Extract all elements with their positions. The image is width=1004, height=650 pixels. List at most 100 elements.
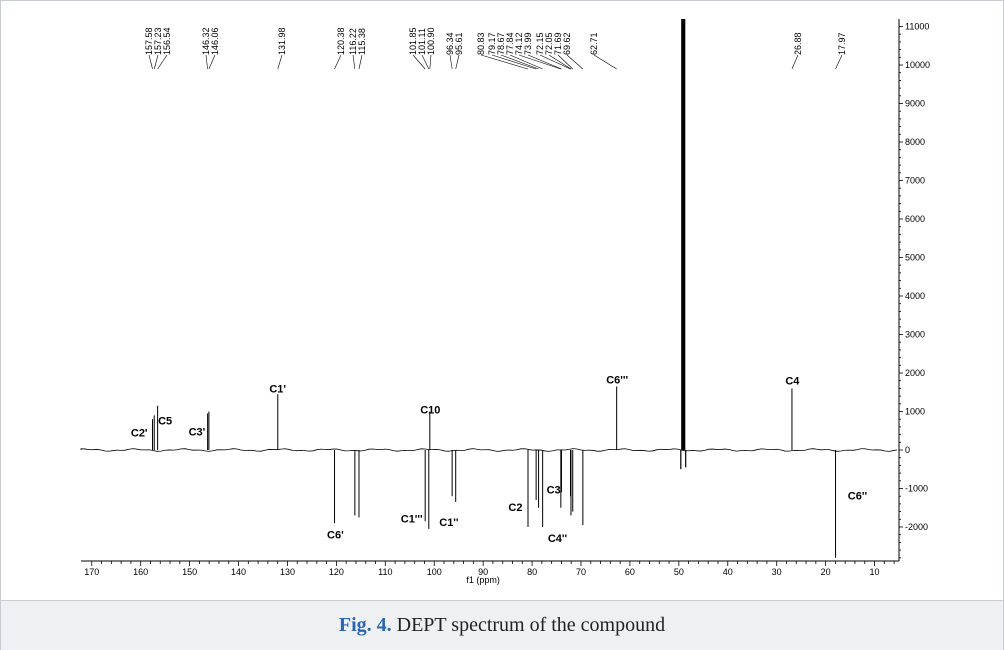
peak-label-leader <box>557 54 573 70</box>
carbon-assignment-label: C1' <box>269 383 286 395</box>
solvent-peak-band <box>681 19 685 450</box>
x-tick-label: 120 <box>329 567 344 577</box>
peak-label-leader <box>791 54 799 70</box>
x-tick-label: 50 <box>674 567 684 577</box>
caption-text: DEPT spectrum of the compound <box>391 614 666 636</box>
peak-label-leader <box>412 54 426 70</box>
peak-label: 72.15 <box>535 32 545 55</box>
x-tick-label: 20 <box>821 567 831 577</box>
peak-label-leader <box>157 54 168 70</box>
y-tick-label: 7000 <box>905 176 925 186</box>
peak-label: 80.83 <box>476 32 486 55</box>
carbon-assignment-label: C5 <box>158 416 172 428</box>
peak-label-leader <box>352 54 356 70</box>
peak-label: 101.85 <box>408 27 418 55</box>
peak-label: 96.34 <box>445 32 455 55</box>
carbon-assignment-label: C10 <box>420 404 440 416</box>
peak-label-leader <box>455 54 460 70</box>
carbon-assignment-label: C2 <box>508 502 522 514</box>
peak-label: 146.06 <box>210 27 220 55</box>
peak-label-leader <box>500 54 539 70</box>
peak-label-leader <box>518 54 561 70</box>
peak-label: 131.98 <box>277 27 287 55</box>
x-tick-label: 10 <box>870 567 880 577</box>
peak-label-leader <box>153 54 159 70</box>
peak-label-leader <box>593 54 617 70</box>
carbon-assignment-label: C4 <box>785 376 800 388</box>
carbon-assignment-label: C1''' <box>401 513 423 525</box>
peak-label-leader <box>208 54 216 70</box>
y-tick-label: 3000 <box>905 330 925 340</box>
y-tick-label: 8000 <box>905 137 925 147</box>
carbon-assignment-label: C6' <box>327 530 344 542</box>
peak-label-leader <box>491 54 537 70</box>
peak-label-leader <box>539 54 571 70</box>
y-tick-label: -1000 <box>905 484 928 494</box>
carbon-assignment-label: C3' <box>189 426 206 438</box>
figure-label: Fig. 4. <box>338 614 392 636</box>
carbon-assignment-label: C3 <box>547 485 561 497</box>
peak-label: 79.17 <box>487 32 497 55</box>
peak-label: 17.97 <box>837 32 847 55</box>
peak-label-leader <box>334 54 342 70</box>
x-axis-label: f1 (ppm) <box>466 575 500 585</box>
peak-label-leader <box>548 54 572 70</box>
peak-label-leader <box>277 54 283 70</box>
peak-label: 78.67 <box>496 32 506 55</box>
x-tick-label: 70 <box>576 567 586 577</box>
peak-label: 115.38 <box>357 28 367 55</box>
peak-label-leader <box>835 54 843 70</box>
y-tick-label: 5000 <box>905 253 925 263</box>
y-tick-label: 0 <box>905 445 910 455</box>
x-tick-label: 150 <box>182 567 197 577</box>
figure-caption: Fig. 4. DEPT spectrum of the compound <box>339 614 665 637</box>
y-tick-label: 1000 <box>905 407 925 417</box>
x-tick-label: 170 <box>84 567 99 577</box>
x-tick-label: 40 <box>723 567 733 577</box>
peak-label: 100.90 <box>426 27 436 55</box>
peak-label-leader <box>358 54 363 70</box>
x-tick-label: 130 <box>280 567 295 577</box>
carbon-assignment-label: C6'' <box>848 490 868 502</box>
peak-label-leader <box>509 54 543 70</box>
peak-label-leader <box>429 54 432 70</box>
peak-label: 116.22 <box>348 28 358 55</box>
peak-label: 157.23 <box>153 27 163 55</box>
peak-label: 157.58 <box>144 27 154 55</box>
peak-label: 146.32 <box>201 27 211 55</box>
peak-label-leader <box>148 54 153 70</box>
peak-label-leader <box>527 54 562 70</box>
x-tick-label: 60 <box>625 567 635 577</box>
x-tick-label: 90 <box>478 567 488 577</box>
x-tick-label: 110 <box>378 567 392 577</box>
peak-label: 69.62 <box>562 32 572 55</box>
peak-label: 71.69 <box>553 32 563 55</box>
y-tick-label: 11000 <box>905 22 929 32</box>
peak-label: 62.71 <box>589 32 599 55</box>
peak-label: 77.84 <box>505 32 515 55</box>
peak-label-leader <box>421 54 430 70</box>
peak-label: 73.99 <box>523 32 533 55</box>
y-tick-label: 10000 <box>905 60 930 70</box>
carbon-assignment-label: C2' <box>131 428 148 440</box>
y-tick-label: -2000 <box>905 522 928 532</box>
peak-label-leader <box>566 54 584 70</box>
y-tick-label: 9000 <box>905 99 925 109</box>
peak-label: 74.12 <box>514 32 524 55</box>
x-tick-label: 100 <box>427 567 442 577</box>
carbon-assignment-label: C4'' <box>548 533 568 545</box>
x-tick-label: 140 <box>231 567 246 577</box>
x-tick-label: 160 <box>133 567 148 577</box>
y-tick-label: 6000 <box>905 214 925 224</box>
peak-label-leader <box>449 54 453 70</box>
peak-label: 95.61 <box>454 32 464 55</box>
y-tick-label: 2000 <box>905 368 925 378</box>
y-tick-label: 4000 <box>905 291 925 301</box>
peak-label: 72.05 <box>544 32 554 55</box>
peak-label: 120.38 <box>336 27 346 55</box>
peak-label: 26.88 <box>793 32 803 55</box>
baseline-trace <box>80 448 898 452</box>
peak-label-leader <box>205 54 208 70</box>
peak-label: 101.11 <box>417 28 427 55</box>
